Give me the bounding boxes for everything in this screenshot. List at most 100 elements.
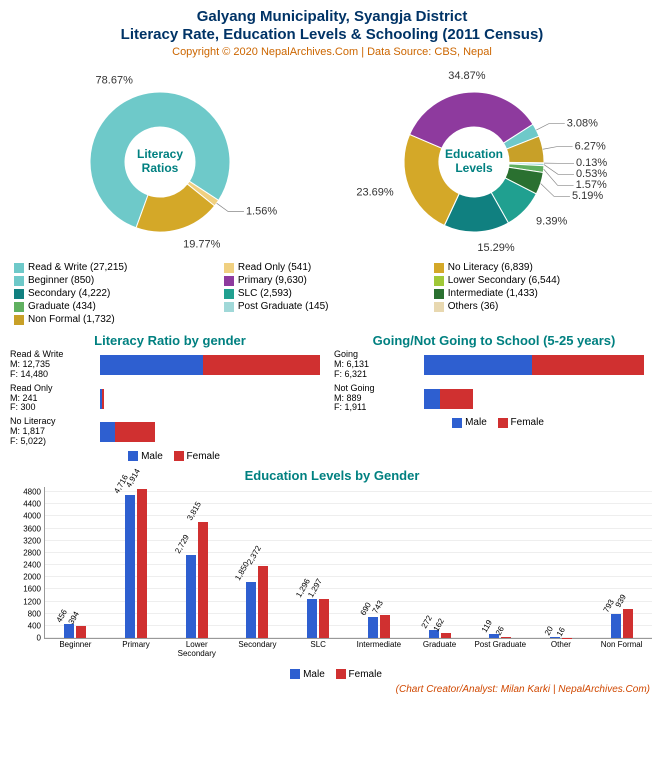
hbar-row: GoingM: 6,131F: 6,321 bbox=[334, 350, 654, 380]
legend-item: SLC (2,593) bbox=[224, 288, 434, 299]
vbar-female: 743 bbox=[380, 615, 390, 638]
vbar-male: 1,850 bbox=[246, 582, 256, 638]
hbar-male-seg bbox=[424, 355, 532, 375]
vbar-male: 456 bbox=[64, 624, 74, 638]
legend-label: No Literacy (6,839) bbox=[448, 262, 533, 273]
legend-item: Post Graduate (145) bbox=[224, 301, 434, 312]
hbar-row: Read & WriteM: 12,735F: 14,480 bbox=[10, 350, 330, 380]
hbar-literacy-gender: Literacy Ratio by gender Read & WriteM: … bbox=[10, 327, 330, 462]
hbar-male-seg bbox=[100, 422, 115, 442]
legend-swatch-icon bbox=[434, 289, 444, 299]
mf-legend-3: Male Female bbox=[8, 669, 656, 680]
vbar-group: 690 743 Intermediate bbox=[349, 615, 410, 638]
legend-item: Non Formal (1,732) bbox=[14, 314, 224, 325]
slice-pct-label: 5.19% bbox=[572, 190, 603, 202]
hbar-male-seg bbox=[424, 389, 440, 409]
male-swatch-icon bbox=[452, 418, 462, 428]
vbar-female: 939 bbox=[623, 609, 633, 638]
hbar-track bbox=[100, 422, 330, 442]
legend-swatch-icon bbox=[224, 302, 234, 312]
vbar-value: 2,729 bbox=[173, 533, 191, 555]
slice-pct-label: 3.08% bbox=[567, 118, 598, 130]
vbar-category-label: SLC bbox=[288, 638, 349, 649]
hbar-female-seg bbox=[203, 355, 320, 375]
male-label: Male bbox=[141, 451, 163, 462]
hbar-school-going: Going/Not Going to School (5-25 years) G… bbox=[334, 327, 654, 462]
male-label: Male bbox=[303, 669, 325, 680]
vbar-group: 119 26 Post Graduate bbox=[470, 634, 531, 638]
legend-swatch-icon bbox=[434, 302, 444, 312]
vbar-category-label: Primary bbox=[106, 638, 167, 649]
vbar-ytick: 2400 bbox=[11, 561, 41, 570]
vbar-group: 793 939 Non Formal bbox=[591, 609, 652, 638]
legend-label: Lower Secondary (6,544) bbox=[448, 275, 560, 286]
vbar-group: 272 162 Graduate bbox=[409, 630, 470, 638]
legend-item: Read Only (541) bbox=[224, 262, 434, 273]
copyright-line: Copyright © 2020 NepalArchives.Com | Dat… bbox=[8, 46, 656, 58]
hbar-track bbox=[424, 389, 654, 409]
legend-item: Lower Secondary (6,544) bbox=[434, 275, 644, 286]
vbar-category-label: Non Formal bbox=[591, 638, 652, 649]
legend-item: Read & Write (27,215) bbox=[14, 262, 224, 273]
donut-center-label: Literacy bbox=[137, 147, 183, 161]
legend-item: No Literacy (6,839) bbox=[434, 262, 644, 273]
donut-row: 78.67%1.56%19.77%LiteracyRatios 23.69%34… bbox=[8, 62, 656, 262]
legend-label: Read & Write (27,215) bbox=[28, 262, 127, 273]
legend-label: Non Formal (1,732) bbox=[28, 314, 115, 325]
legend-label: Read Only (541) bbox=[238, 262, 311, 273]
legend-label: Intermediate (1,433) bbox=[448, 288, 538, 299]
hbar-label: Read & WriteM: 12,735F: 14,480 bbox=[10, 350, 100, 380]
legend-swatch-icon bbox=[14, 315, 24, 325]
legend-label: Primary (9,630) bbox=[238, 275, 307, 286]
donut-literacy-svg: 78.67%1.56%19.77%LiteracyRatios bbox=[30, 62, 310, 262]
male-swatch-icon bbox=[290, 669, 300, 679]
legend-label: Others (36) bbox=[448, 301, 499, 312]
vbar-male: 793 bbox=[611, 614, 621, 638]
mf-legend-1: Male Female bbox=[10, 451, 330, 462]
legend-swatch-icon bbox=[14, 302, 24, 312]
vbar-ytick: 2800 bbox=[11, 548, 41, 557]
hbar-row: Not GoingM: 889F: 1,911 bbox=[334, 384, 654, 414]
legend-swatch-icon bbox=[434, 263, 444, 273]
hbar-label: Read OnlyM: 241F: 300 bbox=[10, 384, 100, 414]
vbar-male: 690 bbox=[368, 617, 378, 638]
legend-swatch-icon bbox=[224, 276, 234, 286]
vbar-group: 4,716 4,914 Primary bbox=[106, 489, 167, 638]
legend-label: SLC (2,593) bbox=[238, 288, 292, 299]
donut-literacy: 78.67%1.56%19.77%LiteracyRatios bbox=[10, 62, 330, 262]
vbar-female: 2,372 bbox=[258, 566, 268, 638]
hbar-female-seg bbox=[102, 389, 104, 409]
legend-label: Secondary (4,222) bbox=[28, 288, 110, 299]
donut-center-label: Levels bbox=[455, 161, 493, 175]
vbar-group: 2,729 3,815 Lower Secondary bbox=[166, 522, 227, 638]
vbar-ytick: 3200 bbox=[11, 536, 41, 545]
vbar-male: 1,296 bbox=[307, 599, 317, 638]
vbar-category-label: Graduate bbox=[409, 638, 470, 649]
vbar-ytick: 2000 bbox=[11, 573, 41, 582]
female-label: Female bbox=[511, 417, 544, 428]
main-title-line2: Literacy Rate, Education Levels & School… bbox=[8, 26, 656, 44]
legend-swatch-icon bbox=[14, 276, 24, 286]
legend-swatch-icon bbox=[224, 289, 234, 299]
legend-swatch-icon bbox=[14, 263, 24, 273]
hbar-label: No LiteracyM: 1,817F: 5,022) bbox=[10, 417, 100, 447]
vbar-ytick: 4000 bbox=[11, 512, 41, 521]
vbar-group: 20 16 Other bbox=[531, 637, 592, 638]
hbar-track bbox=[100, 389, 330, 409]
slice-pct-label: 15.29% bbox=[477, 242, 515, 254]
vbar-ytick: 1600 bbox=[11, 585, 41, 594]
slice-pct-label: 19.77% bbox=[183, 239, 221, 251]
vbar-category-label: Intermediate bbox=[349, 638, 410, 649]
female-swatch-icon bbox=[174, 451, 184, 461]
donut-education: 23.69%34.87%3.08%6.27%0.13%0.53%1.57%5.1… bbox=[334, 62, 654, 262]
hbar-label: Not GoingM: 889F: 1,911 bbox=[334, 384, 424, 414]
female-label: Female bbox=[349, 669, 382, 680]
hbar-row: Literacy Ratio by gender Read & WriteM: … bbox=[8, 327, 656, 462]
credit-line: (Chart Creator/Analyst: Milan Karki | Ne… bbox=[8, 684, 656, 695]
hbar-male-seg bbox=[100, 355, 203, 375]
main-title-line1: Galyang Municipality, Syangja District bbox=[8, 8, 656, 26]
vbar-male: 2,729 bbox=[186, 555, 196, 638]
vbar-ytick: 4400 bbox=[11, 500, 41, 509]
vbar-group: 1,850 2,372 Secondary bbox=[227, 566, 288, 638]
vbar-value: 20 bbox=[543, 625, 555, 637]
